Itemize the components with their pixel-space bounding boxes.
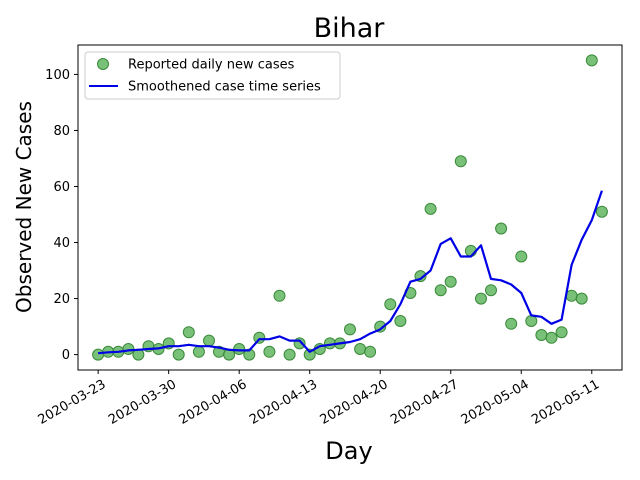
scatter-point [485,284,497,297]
plot-marks [92,54,608,361]
y-tick-label: 80 [53,124,70,139]
scatter-point [555,326,568,339]
scatter-point [525,315,538,327]
scatter-point [434,284,447,297]
scatter-point [354,343,367,355]
scatter-point [444,275,457,288]
y-axis: 0 20 40 60 80 100 [45,68,78,363]
scatter-point [495,222,508,235]
scatter-point [203,334,215,347]
x-tick-label: 2020-03-23 [36,377,109,428]
y-tick-label: 40 [53,236,70,251]
scatter-point [253,331,266,344]
scatter-point [364,345,377,358]
scatter-point [515,250,528,263]
scatter-point [374,320,387,333]
x-tick-label: 2020-04-20 [318,377,391,428]
scatter-point [92,348,105,361]
scatter-point [505,317,518,330]
x-tick-label: 2020-04-06 [177,377,250,428]
legend-label-line: Smoothened case time series [128,80,321,95]
scatter-point [475,292,487,305]
scatter-point [233,343,246,355]
scatter-point [263,345,276,358]
scatter-point [303,348,316,361]
smoothened-series-line [98,190,603,355]
legend: Reported daily new cases Smoothened case… [84,51,341,100]
x-tick-label: 2020-03-30 [106,377,179,428]
scatter-point [283,348,296,361]
y-tick-label: 0 [62,348,70,363]
plot-frame [77,44,623,371]
scatter-point [273,289,286,302]
y-axis-title: Observed New Cases [12,101,36,313]
scatter-point [454,155,467,168]
x-tick-label: 2020-04-27 [388,377,461,428]
x-axis-title: Day [325,437,372,465]
scatter-point [172,348,185,361]
scatter-point [182,326,195,339]
legend-marker-scatter [97,58,109,70]
scatter-point [122,343,135,355]
scatter-point [535,329,548,341]
scatter-point [192,345,205,358]
scatter-point [394,315,407,327]
scatter-point [595,205,608,218]
y-tick-label: 100 [45,68,70,83]
x-tick-label: 2020-05-11 [529,377,602,428]
scatter-point [424,202,437,215]
x-tick-label: 2020-05-04 [459,377,532,428]
scatter-point [585,54,598,67]
legend-label-scatter: Reported daily new cases [128,58,295,73]
scatter-point [545,331,558,344]
chart-title: Bihar [314,13,386,44]
scatter-point [384,298,397,311]
y-tick-label: 60 [53,180,70,195]
scatter-point [575,292,588,305]
scatter-point [344,323,356,336]
x-axis: 2020-03-232020-03-302020-04-062020-04-13… [36,370,602,428]
x-tick-label: 2020-04-13 [247,377,320,428]
y-tick-label: 20 [53,292,70,307]
legend-box [84,51,341,100]
